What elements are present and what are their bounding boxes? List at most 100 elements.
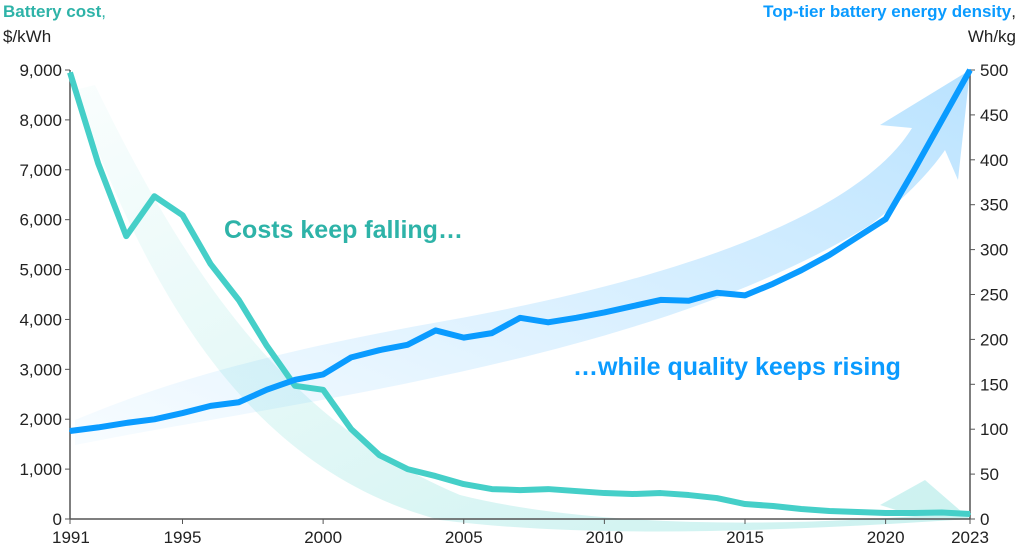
battery-cost-point	[744, 503, 746, 506]
falling-trend-arrow	[75, 85, 970, 532]
x-tick-label: 2020	[867, 528, 905, 547]
battery-cost-point	[153, 195, 156, 198]
right-tick-label: 100	[980, 420, 1008, 439]
x-tick-label: 2015	[726, 528, 764, 547]
energy-density-point	[209, 404, 212, 407]
battery-cost-point	[350, 428, 353, 431]
right-tick-label: 250	[980, 286, 1008, 305]
energy-density-point	[350, 356, 353, 359]
energy-density-point	[659, 298, 662, 301]
energy-density-point	[378, 349, 381, 352]
battery-cost-point	[322, 388, 325, 391]
battery-cost-point	[631, 493, 634, 496]
right-tick-label: 150	[980, 375, 1008, 394]
battery-cost-point	[856, 511, 859, 514]
energy-density-point	[237, 401, 240, 404]
energy-density-point	[884, 218, 887, 221]
energy-density-point	[603, 311, 606, 314]
battery-cost-point	[406, 468, 409, 471]
right-tick-label: 500	[980, 61, 1008, 80]
x-tick-label: 2005	[445, 528, 483, 547]
battery-cost-point	[69, 71, 71, 74]
battery-cost-point	[969, 513, 971, 516]
energy-density-point	[631, 305, 634, 308]
battery-cost-point	[603, 492, 606, 495]
battery-cost-point	[715, 497, 718, 500]
battery-cost-point	[490, 488, 493, 491]
right-tick-label: 300	[980, 241, 1008, 260]
right-tick-label: 350	[980, 196, 1008, 215]
battery-cost-point	[884, 512, 887, 515]
battery-cost-point	[687, 494, 690, 497]
battery-cost-point	[237, 298, 240, 301]
left-axis-title: Battery cost,	[3, 2, 106, 21]
battery-cost-point	[912, 512, 915, 515]
energy-density-point	[153, 418, 156, 421]
right-tick-label: 0	[980, 510, 989, 529]
energy-density-point	[434, 329, 437, 332]
energy-density-point	[490, 332, 493, 335]
battery-cost-point	[462, 483, 465, 486]
energy-density-point	[69, 429, 71, 432]
energy-density-point	[322, 373, 325, 376]
battery-cost-point	[434, 475, 437, 478]
left-tick-label: 9,000	[19, 61, 62, 80]
energy-density-point	[744, 294, 746, 297]
left-tick-label: 0	[53, 510, 62, 529]
battery-cost-point	[772, 505, 775, 508]
quality-annotation: …while quality keeps rising	[573, 353, 901, 381]
energy-density-point	[265, 388, 268, 391]
costs-annotation: Costs keep falling…	[224, 216, 463, 244]
energy-density-point	[519, 316, 521, 319]
x-tick-label: 2000	[304, 528, 342, 547]
battery-cost-point	[519, 489, 521, 492]
left-tick-label: 3,000	[19, 360, 62, 379]
rising-trend-arrow	[75, 70, 970, 445]
right-tick-label: 450	[980, 106, 1008, 125]
battery-cost-point	[940, 511, 943, 514]
right-axis-unit: Wh/kg	[968, 27, 1016, 46]
energy-density-point	[125, 421, 128, 424]
energy-density-point	[575, 316, 578, 319]
left-tick-label: 8,000	[19, 111, 62, 130]
right-tick-label: 50	[980, 465, 999, 484]
left-tick-label: 7,000	[19, 161, 62, 180]
left-tick-label: 4,000	[19, 310, 62, 329]
x-tick-label: 2010	[585, 528, 623, 547]
battery-cost-point	[294, 384, 296, 387]
right-tick-label: 400	[980, 151, 1008, 170]
energy-density-point	[687, 299, 690, 302]
x-tick-label: 2023	[951, 528, 989, 547]
energy-density-point	[462, 336, 465, 339]
battery-cost-point	[209, 263, 212, 266]
battery-cost-point	[575, 490, 578, 493]
battery-cost-point	[828, 510, 831, 513]
x-tick-label: 1991	[52, 528, 90, 547]
energy-density-point	[828, 253, 831, 256]
left-axis-unit: $/kWh	[3, 27, 51, 46]
energy-density-point	[547, 321, 550, 324]
battery-cost-point	[97, 162, 100, 165]
left-tick-label: 2,000	[19, 410, 62, 429]
battery-cost-point	[125, 235, 128, 238]
battery-cost-point	[800, 508, 803, 511]
left-tick-label: 6,000	[19, 211, 62, 230]
x-tick-label: 1995	[164, 528, 202, 547]
battery-cost-point	[378, 454, 381, 457]
right-tick-label: 200	[980, 330, 1008, 349]
energy-density-point	[294, 378, 296, 381]
battery-cost-point	[181, 214, 184, 217]
energy-density-point	[715, 291, 718, 294]
energy-density-point	[800, 269, 803, 272]
energy-density-point	[912, 169, 915, 172]
energy-density-point	[406, 343, 409, 346]
battery-cost-point	[659, 492, 662, 495]
energy-density-point	[940, 119, 943, 122]
right-axis-title: Top-tier battery energy density,	[763, 2, 1016, 21]
energy-density-point	[97, 426, 100, 429]
energy-density-point	[181, 412, 184, 415]
energy-density-point	[969, 69, 971, 71]
energy-density-point	[772, 282, 775, 285]
left-tick-label: 1,000	[19, 460, 62, 479]
